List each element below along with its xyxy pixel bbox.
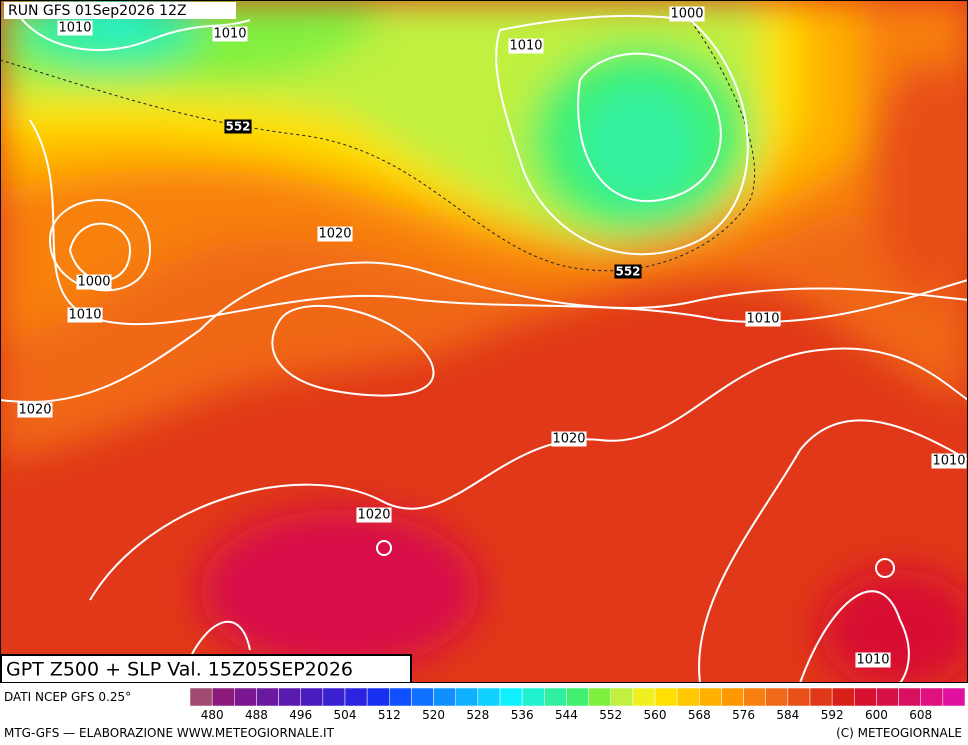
map-title: GPT Z500 + SLP Val. 15Z05SEP2026 [6, 659, 353, 681]
colorbar: 480 488 496 504 512 520 528 536 544 552 560 568 576 5… [189, 687, 966, 722]
colorbar-swatch [344, 687, 368, 707]
colorbar-swatch [854, 687, 877, 707]
colorbar-tick-label: 584 [776, 708, 799, 722]
colorbar-swatch [389, 687, 412, 707]
map: RUN GFS 01Sep2026 12Z 1010 1010 1010 100… [0, 0, 968, 683]
isobar-label: 1020 [318, 227, 351, 242]
label-box [356, 507, 392, 523]
colorbar-swatch [366, 687, 390, 707]
isobar-label: 1000 [77, 275, 110, 290]
colorbar-swatch [499, 687, 523, 707]
colorbar-tick-label: 520 [422, 708, 445, 722]
height-label: 552 [225, 120, 250, 134]
label-box [551, 431, 587, 447]
colorbar-tick-label: 512 [378, 708, 401, 722]
copyright-text: (C) METEOGIORNALE [836, 726, 962, 740]
colorbar-tick-label: 488 [245, 708, 268, 722]
colorbar-swatch [632, 687, 656, 707]
colorbar-tick-label: 504 [334, 708, 357, 722]
colorbar-swatch [189, 687, 213, 707]
colorbar-swatch [831, 687, 855, 707]
isobar-label: 1020 [552, 432, 585, 447]
colorbar-swatch [610, 687, 634, 707]
colorbar-swatch [676, 687, 700, 707]
colorbar-swatch [765, 687, 789, 707]
colorbar-swatch [588, 687, 611, 707]
colorbar-tick-label: 536 [511, 708, 534, 722]
isobar-label: 1010 [932, 454, 965, 469]
colorbar-swatch [721, 687, 744, 707]
isobar-label: 1010 [509, 39, 542, 54]
colorbar-swatch [898, 687, 921, 707]
label-box [317, 226, 353, 242]
colorbar-swatch [920, 687, 944, 707]
isobar-label: 1020 [357, 508, 390, 523]
label-box [17, 402, 53, 418]
colorbar-swatch [455, 687, 479, 707]
label-box [57, 20, 93, 36]
colorbar-tick-label: 552 [599, 708, 622, 722]
label-box [224, 119, 252, 134]
isobar-label: 1010 [58, 21, 91, 36]
label-box [614, 264, 642, 279]
colorbar-swatch [211, 687, 235, 707]
colorbar-swatch [566, 687, 589, 707]
colorbar-swatch [300, 687, 324, 707]
isobar-labels: 1010 1010 1010 1000 552 1020 1000 1010 5… [17, 6, 967, 668]
label-box [931, 453, 967, 469]
colorbar-swatch [322, 687, 346, 707]
isobar-label: 1010 [856, 653, 889, 668]
isobar-label: 1010 [746, 312, 779, 327]
colorbar-swatch [256, 687, 279, 707]
colorbar-tick-label: 480 [201, 708, 224, 722]
colorbar-swatch [942, 687, 966, 707]
height-label: 552 [615, 265, 640, 279]
colorbar-swatch [433, 687, 456, 707]
label-box [212, 26, 248, 42]
label-box [67, 307, 103, 323]
credit-text: MTG-GFS — ELABORAZIONE WWW.METEOGIORNALE… [4, 726, 335, 740]
label-box [508, 38, 544, 54]
colorbar-tick-label: 576 [732, 708, 755, 722]
colorbar-swatch [743, 687, 766, 707]
isobar-label: 1010 [68, 308, 101, 323]
colorbar-swatch [477, 687, 501, 707]
colorbar-swatch [699, 687, 722, 707]
colorbar-tick-label: 568 [688, 708, 711, 722]
colorbar-swatch [654, 687, 678, 707]
isobar-label: 1000 [670, 7, 703, 22]
isobar-label: 1010 [213, 27, 246, 42]
colorbar-swatch [278, 687, 301, 707]
colorbar-swatch [521, 687, 545, 707]
colorbar-tick-label: 496 [289, 708, 312, 722]
colorbar-tick-label: 608 [909, 708, 932, 722]
colorbar-tick-label: 560 [644, 708, 667, 722]
colorbar-tick-label: 528 [466, 708, 489, 722]
label-box [855, 652, 891, 668]
colorbar-swatch [787, 687, 811, 707]
colorbar-swatch [544, 687, 567, 707]
label-box [669, 6, 705, 22]
colorbar-swatch [876, 687, 899, 707]
label-box [76, 274, 112, 290]
run-label: RUN GFS 01Sep2026 12Z [8, 3, 187, 19]
colorbar-swatch [809, 687, 833, 707]
run-box [4, 2, 236, 19]
colorbar-swatch [234, 687, 257, 707]
colorbar-tick-label: 592 [821, 708, 844, 722]
colorbar-tick-label: 600 [865, 708, 888, 722]
isobar-label: 1020 [18, 403, 51, 418]
label-box [745, 311, 781, 327]
colorbar-tick-label: 544 [555, 708, 578, 722]
source-text: DATI NCEP GFS 0.25° [4, 690, 131, 704]
colorbar-swatch [411, 687, 434, 707]
